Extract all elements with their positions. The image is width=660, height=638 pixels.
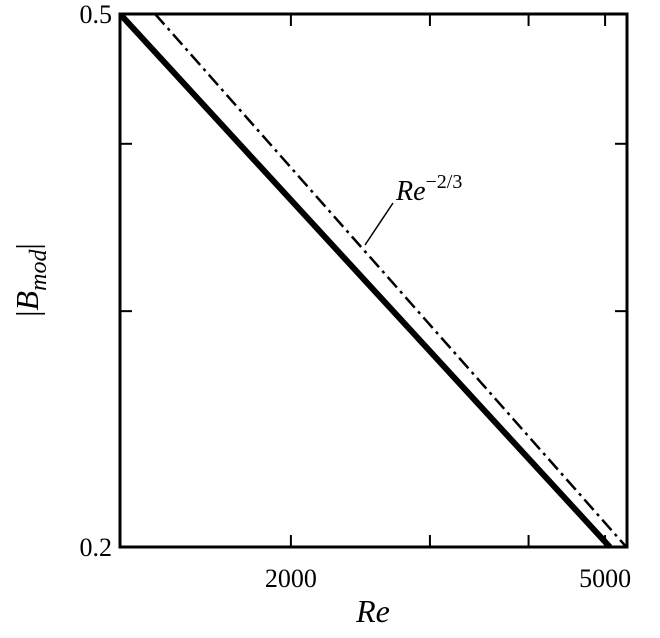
y-label-base: B (9, 291, 45, 311)
y-label-bar: | (9, 243, 45, 249)
annotation: Re−2/3 (395, 171, 462, 207)
y-tick-label: 0.5 (80, 0, 113, 29)
y-axis-label: |Bmod| (9, 243, 52, 317)
y-tick-label: 0.2 (80, 533, 113, 562)
annotation-leader (364, 202, 394, 246)
annotation-exponent: −2/3 (426, 171, 463, 193)
x-axis-label: Re (355, 593, 390, 629)
line-series (120, 14, 613, 547)
annotation-base: Re (395, 176, 426, 207)
y-label-bar: | (9, 310, 45, 316)
y-label-sub: mod (26, 249, 52, 291)
line-series (154, 14, 627, 547)
x-tick-label: 5000 (579, 564, 631, 593)
plot-frame (118, 12, 629, 549)
x-tick-label: 2000 (265, 564, 317, 593)
